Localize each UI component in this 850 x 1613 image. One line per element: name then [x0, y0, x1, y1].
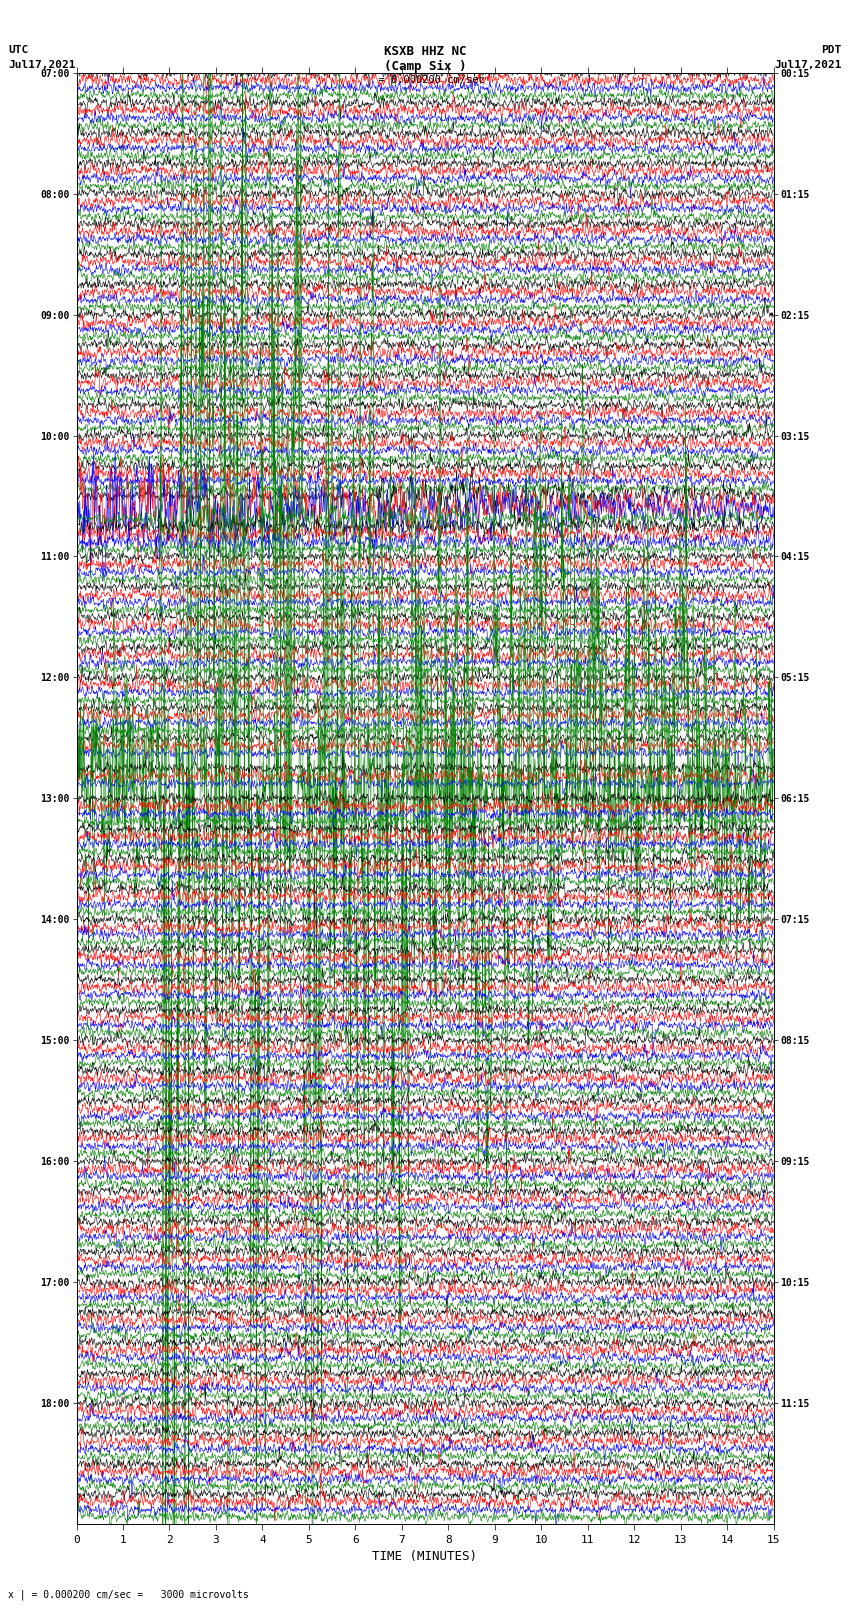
Text: | = 0.000200 cm/sec: | = 0.000200 cm/sec	[366, 74, 484, 85]
Text: UTC: UTC	[8, 45, 29, 55]
Text: Jul17,2021: Jul17,2021	[8, 60, 76, 69]
Text: Jul17,2021: Jul17,2021	[774, 60, 842, 69]
Text: (Camp Six ): (Camp Six )	[383, 60, 467, 73]
Text: PDT: PDT	[821, 45, 842, 55]
Text: KSXB HHZ NC: KSXB HHZ NC	[383, 45, 467, 58]
X-axis label: TIME (MINUTES): TIME (MINUTES)	[372, 1550, 478, 1563]
Text: x | = 0.000200 cm/sec =   3000 microvolts: x | = 0.000200 cm/sec = 3000 microvolts	[8, 1589, 249, 1600]
